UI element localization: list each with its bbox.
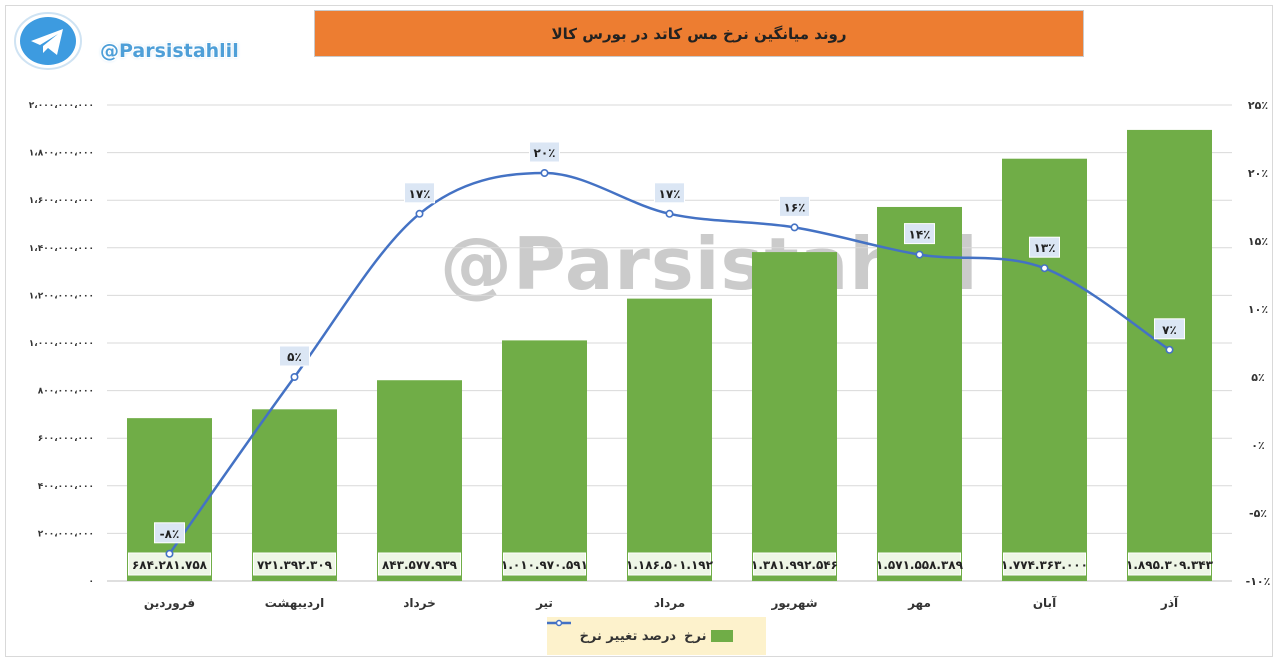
- y-tick-label: ۱،۲۰۰،۰۰۰،۰۰۰: [29, 291, 94, 301]
- line-label-box: [1154, 318, 1185, 340]
- y-tick-label: ۱،۰۰۰،۰۰۰،۰۰۰: [29, 339, 94, 349]
- line-value-label: ۵٪: [287, 350, 302, 364]
- x-tick-label: آذر: [1160, 595, 1179, 610]
- y2-tick-label: ۲۰٪: [1248, 167, 1268, 180]
- y2-tick-label: ۱۰٪: [1248, 303, 1268, 316]
- bar: [377, 380, 462, 581]
- line-value-label: ۱۴٪: [909, 228, 931, 242]
- x-tick-label: شهریور: [770, 596, 817, 611]
- bar-value-label: ۱.۳۸۱.۹۹۲.۵۴۶: [751, 558, 838, 572]
- line-value-label: ۱۶٪: [784, 200, 806, 214]
- line-label-box: [904, 223, 935, 245]
- line-label-box: [154, 522, 185, 544]
- chart-frame: [5, 5, 1273, 657]
- y-tick-label: ۲،۰۰۰،۰۰۰،۰۰۰: [29, 101, 94, 111]
- bar-value-label: ۱.۰۱۰.۹۷۰.۵۹۱: [501, 558, 588, 572]
- bar: [252, 409, 337, 581]
- y-tick-label: ۲۰۰،۰۰۰،۰۰۰: [38, 529, 94, 539]
- legend-label-bar: نرخ: [684, 628, 707, 644]
- bar: [1127, 129, 1212, 581]
- line-point: [790, 223, 799, 232]
- x-tick-label: فروردین: [144, 596, 195, 611]
- legend: نرخ درصد تغییر نرخ: [547, 617, 766, 655]
- bar-label-box: [253, 552, 336, 576]
- y-tick-label: ۰: [89, 577, 95, 587]
- line-label-box: [779, 195, 810, 217]
- bar-value-label: ۱.۵۷۱.۵۵۸.۳۸۹: [876, 558, 964, 572]
- x-tick-label: تیر: [535, 596, 553, 610]
- x-tick-label: مرداد: [654, 596, 685, 610]
- line-label-box: [1029, 236, 1060, 258]
- line-label-box: [404, 182, 435, 204]
- bar-value-label: ۷۲۱.۳۹۲.۳۰۹: [257, 558, 333, 572]
- line-label-box: [654, 182, 685, 204]
- legend-item-bar: نرخ: [684, 628, 734, 644]
- y2-tick-label: -۱۰٪: [1246, 575, 1271, 588]
- bar-value-label: ۱.۱۸۶.۵۰۱.۱۹۲: [626, 558, 714, 572]
- x-tick-label: مهر: [907, 596, 931, 610]
- line-value-label: ۱۷٪: [659, 187, 681, 201]
- brand-block: @Parsistahlil: [14, 12, 254, 70]
- bar-label-box: [378, 552, 461, 576]
- chart-title: روند میانگین نرخ مس کاتد در بورس کالا: [551, 24, 847, 43]
- y2-tick-label: ۰٪: [1251, 439, 1264, 452]
- bar-label-box: [1003, 552, 1086, 576]
- y-tick-label: ۴۰۰،۰۰۰،۰۰۰: [38, 482, 94, 492]
- y-tick-label: ۱،۴۰۰،۰۰۰،۰۰۰: [29, 244, 94, 254]
- y-tick-label: ۶۰۰،۰۰۰،۰۰۰: [38, 434, 94, 444]
- line-point: [165, 549, 174, 558]
- y2-tick-label: ۱۵٪: [1248, 235, 1268, 248]
- line-value-label: ۱۷٪: [409, 187, 431, 201]
- line-value-label: ۱۳٪: [1034, 241, 1056, 255]
- line-point: [1040, 264, 1049, 273]
- bar-label-box: [878, 552, 961, 576]
- line-value-label: ۲۰٪: [534, 146, 556, 160]
- line-value-label: -۸٪: [160, 527, 180, 541]
- x-tick-label: آبان: [1033, 595, 1057, 610]
- legend-swatch-line: [547, 619, 571, 627]
- y2-tick-label: ۵٪: [1251, 371, 1264, 384]
- y-tick-label: ۱،۸۰۰،۰۰۰،۰۰۰: [29, 149, 94, 159]
- y-tick-label: ۱،۶۰۰،۰۰۰،۰۰۰: [29, 196, 94, 206]
- line-label-box: [279, 345, 310, 367]
- telegram-icon[interactable]: [14, 12, 82, 70]
- line-point: [915, 250, 924, 259]
- bar-value-label: ۸۴۳.۵۷۷.۹۳۹: [382, 558, 458, 572]
- line-point: [290, 372, 299, 381]
- bar-label-box: [1128, 552, 1211, 576]
- line-point: [1165, 345, 1174, 354]
- y2-tick-label: ۲۵٪: [1248, 99, 1268, 112]
- bar: [627, 298, 712, 581]
- chart-title-box: روند میانگین نرخ مس کاتد در بورس کالا: [314, 10, 1084, 57]
- bar-label-box: [503, 552, 586, 576]
- bar: [752, 252, 837, 582]
- channel-handle[interactable]: @Parsistahlil: [100, 40, 239, 62]
- legend-label-line: درصد تغییر نرخ: [579, 628, 677, 644]
- line-point: [665, 209, 674, 218]
- legend-swatch-bar: [711, 630, 734, 642]
- bar: [502, 340, 587, 581]
- legend-item-line: درصد تغییر نرخ: [547, 619, 677, 644]
- y2-tick-label: -۵٪: [1249, 507, 1267, 520]
- bar: [1002, 158, 1087, 581]
- bar-label-box: [628, 552, 711, 576]
- x-tick-label: خرداد: [403, 596, 436, 610]
- line-label-box: [529, 141, 560, 163]
- bar-label-box: [753, 552, 836, 576]
- line-point: [540, 169, 549, 178]
- line-value-label: ۷٪: [1162, 323, 1177, 337]
- bar-value-label: ۶۸۴.۲۸۱.۷۵۸: [132, 558, 208, 572]
- bar-value-label: ۱.۸۹۵.۳۰۹.۳۴۳: [1126, 558, 1214, 572]
- x-tick-label: اردیبهشت: [265, 596, 324, 610]
- y-tick-label: ۸۰۰،۰۰۰،۰۰۰: [38, 387, 94, 397]
- line-point: [415, 209, 424, 218]
- bar: [877, 206, 962, 581]
- bar-value-label: ۱.۷۷۴.۳۶۳.۰۰۰: [1001, 558, 1088, 572]
